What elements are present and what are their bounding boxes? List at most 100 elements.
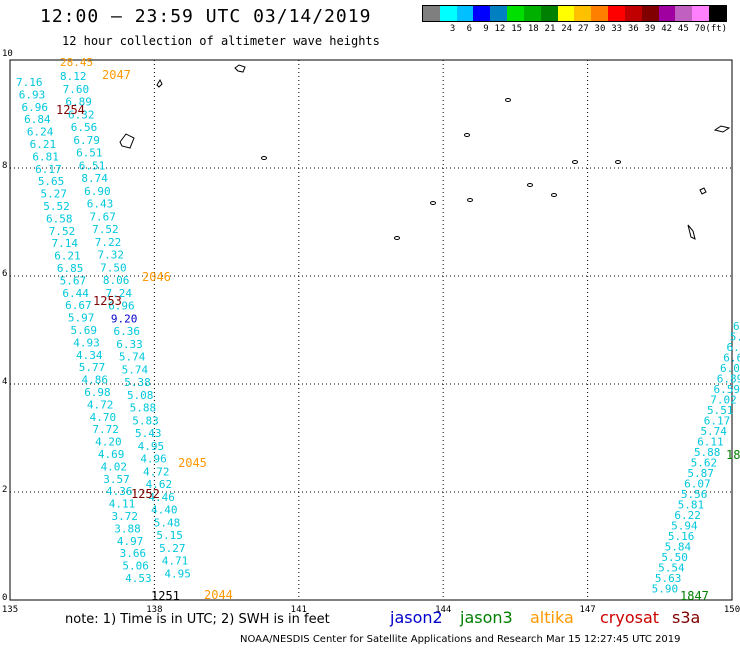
swh-value-track2: 5.27 [159, 542, 186, 555]
s3a-time-label: 1253 [93, 294, 122, 308]
swh-value-track1: 6.58 [46, 212, 72, 225]
legend-labels: 3 6 9 12 15 18 21 24 27 30 33 36 39 42 45 70 (ft) [422, 24, 727, 34]
swh-value-track1: 5.65 [38, 175, 65, 188]
legend-label: 21 [544, 24, 556, 34]
swh-value-track3: 6.17 [704, 415, 731, 428]
swh-value-track1: 3.88 [114, 522, 141, 535]
island-outline [156, 78, 163, 88]
swh-value-track1: 5.97 [68, 312, 95, 325]
s3a-time-label: 1254 [56, 103, 85, 117]
lon-tick-label: 144 [435, 605, 451, 615]
swh-value-track1: 4.86 [81, 374, 108, 387]
swh-value-track3: 5.88 [694, 446, 721, 459]
swh-value-track1: 5.52 [43, 200, 70, 213]
legend-swatch [473, 6, 491, 21]
island-outline [505, 98, 511, 102]
swh-value-track1: 6.98 [84, 386, 111, 399]
swh-value-track2: 4.40 [151, 504, 178, 517]
altika-time-label: 2047 [102, 68, 131, 82]
swh-value-track1: 6.21 [30, 138, 57, 151]
swh-value-track1: 4.34 [76, 349, 103, 362]
swh-value-track2: 4.62 [146, 478, 173, 491]
legend-swatch [456, 6, 474, 21]
swh-value-track2: 4.71 [162, 555, 189, 568]
legend-label: 6 [466, 24, 473, 34]
swh-value-track2: 6.33 [116, 338, 143, 351]
legend-label: 70 [694, 24, 706, 34]
swh-value-track3: 6.6 [723, 352, 740, 365]
legend-label: 42 [661, 24, 673, 34]
swh-value-track2: 6.89 [65, 96, 92, 109]
swh-value-track2: 9.20 [111, 312, 138, 325]
legend-swatch [574, 6, 592, 21]
swh-value-track3: 5.84 [665, 541, 692, 554]
swh-value-track1: 6.96 [21, 101, 48, 114]
swh-value-track2: 6.51 [79, 159, 106, 172]
legend-cryosat: cryosat [600, 608, 660, 627]
legend-s3a: s3a [672, 608, 701, 627]
legend-label: 24 [561, 24, 573, 34]
swh-value-track3: 6.22 [674, 509, 701, 522]
lat-tick-label: 10 [2, 49, 13, 59]
swh-value-track1: 6.24 [27, 126, 54, 139]
legend-swatch [692, 6, 710, 21]
swh-value-track1: 4.97 [117, 535, 144, 548]
swh-value-track3: 5.63 [655, 572, 682, 585]
island-outline [394, 236, 400, 240]
swh-value-track3: 5.90 [652, 583, 679, 596]
legend-swatches [422, 5, 727, 22]
island-outline [615, 160, 621, 164]
island-outline [551, 193, 557, 197]
swh-value-track3: 5.62 [691, 457, 718, 470]
swh-value-track2: 6.36 [114, 325, 141, 338]
swh-value-track3: 5.81 [678, 499, 705, 512]
swh-value-track1: 6.93 [19, 88, 46, 101]
page-title: 12:00 – 23:59 UTC 03/14/2019 [40, 6, 372, 27]
swh-value-track2: 4.96 [140, 453, 167, 466]
swh-value-track1: 4.02 [101, 460, 128, 473]
swh-value-track1: 4.53 [125, 572, 151, 585]
swh-value-track2: 8.74 [81, 172, 108, 185]
lat-tick-label: 4 [2, 377, 7, 387]
swh-value-track1: 6.44 [62, 287, 89, 300]
color-legend: 3 6 9 12 15 18 21 24 27 30 33 36 39 42 45 70 (ft) [422, 5, 727, 34]
swh-value-track2: 5.74 [122, 363, 149, 376]
legend-swatch [540, 6, 558, 21]
swh-value-track3: 6 [733, 320, 740, 333]
swh-value-track2: 6.96 [108, 300, 135, 313]
swh-value-track2: 5.15 [156, 529, 183, 542]
swh-value-track1: 4.72 [87, 398, 114, 411]
swh-value-track1: 4.69 [98, 448, 125, 461]
swh-value-track2: 4.95 [164, 567, 191, 580]
s3a-time-label: 1252 [131, 487, 160, 501]
legend-jason2: jason2 [390, 608, 443, 627]
legend-swatch [423, 6, 440, 21]
swh-value-track2: 6.32 [68, 108, 95, 121]
swh-value-track2: 4.46 [148, 491, 175, 504]
legend-label: 39 [644, 24, 656, 34]
swh-value-track1: 4.70 [90, 411, 117, 424]
swh-value-track1: 5.69 [71, 324, 98, 337]
island-outline [699, 187, 707, 195]
swh-value-track2: 8.06 [103, 274, 130, 287]
swh-value-track1: 4.36 [106, 485, 133, 498]
island-outline [430, 201, 436, 205]
swh-value-track3: 6.09 [720, 362, 740, 375]
swh-value-track1: 3.72 [111, 510, 138, 523]
island-outline [467, 198, 473, 202]
legend-label: 30 [594, 24, 606, 34]
swh-value-track2: 7.52 [92, 223, 119, 236]
footnote: note: 1) Time is in UTC; 2) SWH is in fe… [65, 612, 330, 627]
island-outline [234, 64, 246, 73]
legend-swatch [591, 6, 609, 21]
swh-value-track1: 6.17 [35, 163, 62, 176]
swh-value-track3: 5. [730, 331, 740, 344]
swh-value-track1: 6.21 [54, 250, 81, 263]
altika-value-label: 28.45 [60, 56, 93, 69]
swh-value-track1: 5.27 [41, 188, 68, 201]
swh-value-track2: 5.88 [130, 402, 157, 415]
swh-value-track1: 3.66 [120, 547, 147, 560]
lat-tick-label: 0 [2, 593, 7, 603]
legend-label: 3 [449, 24, 456, 34]
